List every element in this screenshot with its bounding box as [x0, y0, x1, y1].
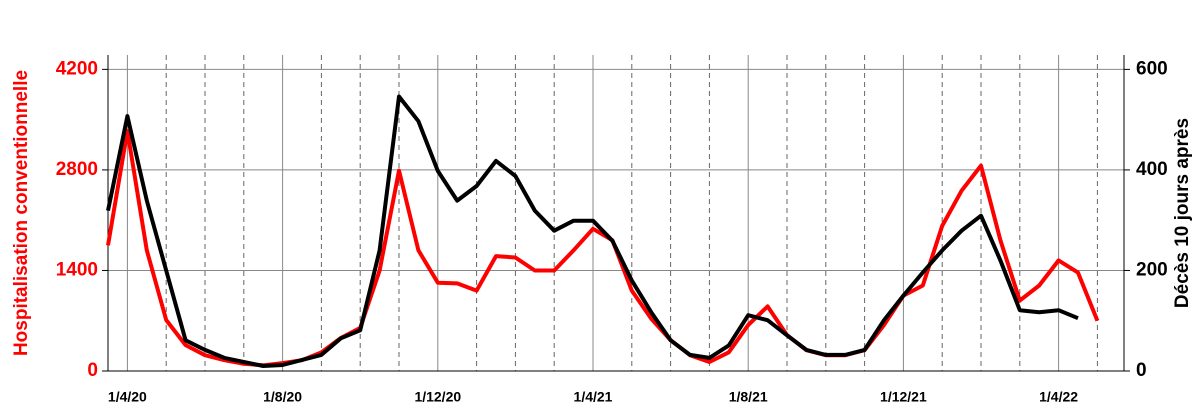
- x-tick-label: 1/8/20: [263, 389, 302, 405]
- y2-tick-label: 0: [1136, 360, 1147, 381]
- x-tick-label: 1/8/21: [729, 389, 768, 405]
- y2-tick-label: 400: [1136, 159, 1168, 180]
- x-tick-label: 1/12/21: [880, 389, 927, 405]
- y-tick-label: 0: [87, 360, 98, 381]
- y-axis-title: Hospitalisation conventionnelle: [11, 70, 32, 356]
- y-tick-label: 4200: [56, 58, 98, 79]
- series-line: [106, 129, 1100, 368]
- y2-tick-label: 600: [1136, 58, 1168, 79]
- x-tick-label: 1/12/20: [414, 389, 461, 405]
- x-tick-label: 1/4/22: [1039, 389, 1078, 405]
- y-tick-label: 2800: [56, 159, 98, 180]
- x-tick-label: 1/4/20: [108, 389, 147, 405]
- series-line: [106, 94, 1079, 368]
- y-tick-label: 1400: [56, 259, 98, 280]
- y2-tick-label: 200: [1136, 259, 1168, 280]
- x-tick-label: 1/4/21: [574, 389, 613, 405]
- y2-axis-title: Décès 10 jours après: [1172, 118, 1193, 308]
